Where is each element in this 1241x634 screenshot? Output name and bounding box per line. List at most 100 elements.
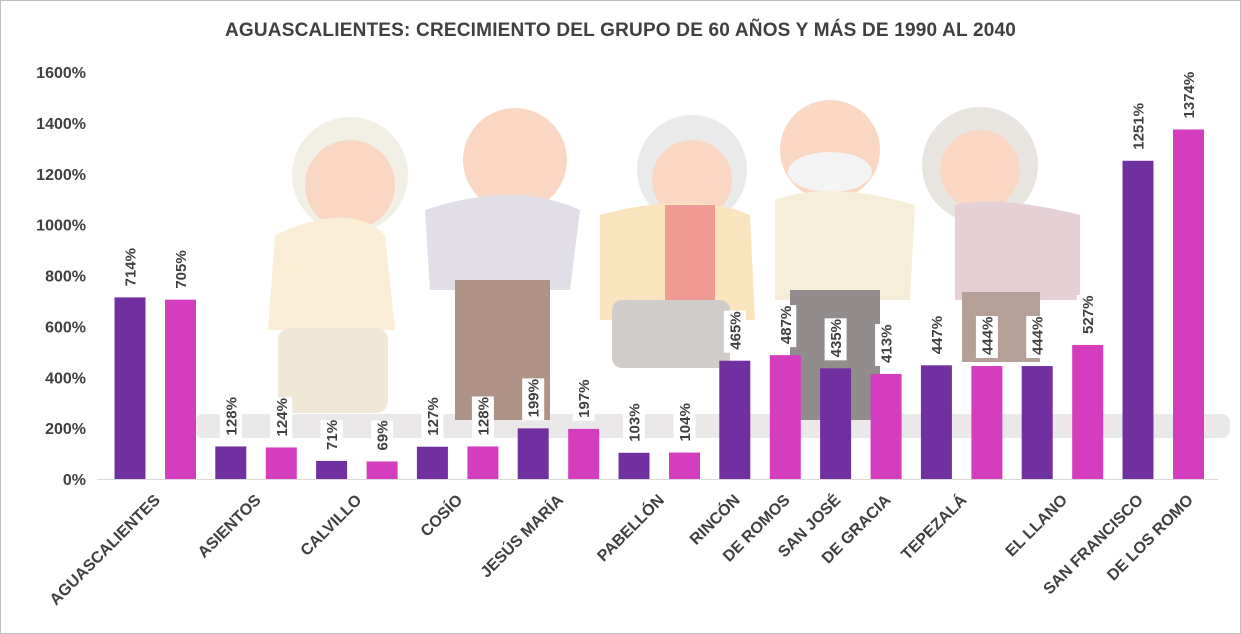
bar-2040-san-josé-de-gracia — [870, 373, 902, 479]
x-axis-categories: AGUASCALIENTES ASIENTOS CALVILLO COSÍO JESÚS… — [47, 490, 1197, 609]
data-label-box — [169, 249, 192, 292]
data-label-box — [421, 396, 444, 439]
data-label: 104% — [673, 402, 696, 445]
data-label-box — [824, 318, 847, 361]
data-label-text: 1251% — [1131, 103, 1148, 150]
y-tick-label: 600% — [45, 319, 86, 336]
elderly-man-1-figure — [425, 108, 580, 420]
data-label-text: 444% — [979, 317, 996, 355]
data-label-box — [371, 420, 394, 454]
bar-1990-tepezalá — [920, 365, 952, 479]
data-label: 447% — [925, 315, 948, 358]
data-label-text: 1374% — [1181, 72, 1198, 119]
data-label: 128% — [471, 396, 494, 439]
y-axis: 0% 200% 400% 600% 800% 1000% 1200% 1400% 1600% — [36, 65, 86, 489]
data-label: 465% — [723, 310, 746, 353]
x-category-label: JESÚS MARÍA — [476, 490, 567, 581]
data-label-box — [925, 315, 948, 358]
bar-2040-aguascalientes — [165, 299, 196, 479]
data-label: 69% — [371, 420, 394, 454]
bar-2040-calvillo — [366, 461, 398, 479]
bar-1990-jesús-maría — [517, 428, 549, 479]
bar-1990-calvillo — [316, 460, 348, 479]
bar-1990-san-francisco-de-los-romo — [1122, 160, 1154, 480]
data-label: 71% — [320, 419, 343, 453]
data-label-text: 127% — [425, 397, 442, 435]
data-label: 413% — [875, 323, 898, 366]
data-label-box — [471, 396, 494, 439]
data-label-box — [1127, 101, 1149, 153]
x-category-label: TEPEZALÁ — [897, 490, 970, 563]
y-tick-label: 1400% — [36, 116, 86, 133]
data-label: 197% — [572, 378, 595, 421]
data-label-text: 465% — [727, 311, 744, 349]
data-label-box — [623, 402, 645, 445]
y-tick-label: 800% — [45, 269, 86, 286]
data-label-text: 71% — [324, 420, 341, 450]
elderly-woman-2-figure — [600, 115, 755, 368]
data-label-box — [723, 310, 746, 353]
data-label-text: 413% — [879, 325, 896, 363]
data-label: 1374% — [1177, 70, 1200, 122]
x-category-label: PABELLÓN — [593, 490, 668, 565]
bar-2040-tepezalá — [971, 366, 1003, 479]
data-label-box — [119, 247, 141, 290]
data-label-box — [320, 419, 343, 453]
y-tick-label: 0% — [63, 472, 86, 489]
x-category-label: DE LOS ROMO — [1104, 492, 1196, 584]
bar-2040-jesús-maría — [568, 428, 600, 479]
data-label: 103% — [623, 402, 645, 445]
data-label-text: 197% — [576, 380, 593, 418]
bars-group — [114, 129, 1204, 480]
x-category-label: AGUASCALIENTES — [47, 492, 164, 609]
data-label: 435% — [824, 318, 847, 361]
data-label-box — [774, 305, 797, 348]
bar-1990-asientos — [215, 446, 247, 479]
data-label: 527% — [1076, 294, 1099, 337]
bar-2040-san-francisco-de-los-romo — [1173, 129, 1204, 479]
y-tick-label: 400% — [45, 370, 86, 387]
data-label: 127% — [421, 396, 444, 439]
data-label-box — [270, 397, 293, 440]
bar-2040-asientos — [265, 447, 297, 479]
bar-2040-pabellón — [669, 452, 700, 479]
data-label-text: 69% — [375, 420, 392, 450]
y-tick-label: 1000% — [36, 218, 86, 235]
bar-1990-rincón-de-romos — [719, 360, 751, 479]
data-label-box — [1076, 294, 1099, 337]
data-label: 487% — [774, 305, 797, 348]
bar-1990-aguascalientes — [114, 297, 146, 479]
y-tick-label: 1600% — [36, 65, 86, 82]
data-label: 199% — [522, 378, 545, 421]
data-label-text: 128% — [475, 397, 492, 435]
data-label-text: 435% — [828, 319, 845, 357]
data-label-box — [219, 396, 242, 439]
y-tick-label: 1200% — [36, 167, 86, 184]
data-label: 444% — [975, 316, 998, 359]
data-label-box — [975, 316, 998, 359]
data-label-text: 527% — [1080, 296, 1097, 334]
chart-title: AGUASCALIENTES: CRECIMIENTO DEL GRUPO DE… — [224, 20, 1017, 41]
x-category-label: COSÍO — [416, 490, 466, 540]
x-category-label: CALVILLO — [298, 492, 366, 560]
data-labels-group: 714% 705% 128% 124% 71% 69% 127% 128% 199% 197% 10… — [119, 70, 1200, 454]
data-label-text: 705% — [173, 250, 190, 288]
data-label-text: 124% — [274, 398, 291, 436]
elderly-woman-3-figure — [922, 107, 1080, 362]
data-label-text: 104% — [677, 403, 694, 441]
data-label: 714% — [119, 247, 141, 290]
data-label-text: 199% — [526, 379, 543, 417]
data-label: 128% — [219, 396, 242, 439]
x-category-label: ASIENTOS — [195, 492, 265, 562]
data-label-box — [1177, 70, 1200, 122]
data-label-text: 444% — [1030, 317, 1047, 355]
bar-1990-san-josé-de-gracia — [820, 368, 852, 479]
data-label-text: 714% — [123, 248, 140, 286]
elderly-woman-1-figure — [268, 117, 408, 413]
data-label-box — [673, 402, 696, 445]
data-label-box — [522, 378, 545, 421]
data-label-box — [875, 323, 898, 366]
bar-2040-rincón-de-romos — [769, 355, 801, 479]
bar-2040-el-llano — [1072, 344, 1104, 479]
